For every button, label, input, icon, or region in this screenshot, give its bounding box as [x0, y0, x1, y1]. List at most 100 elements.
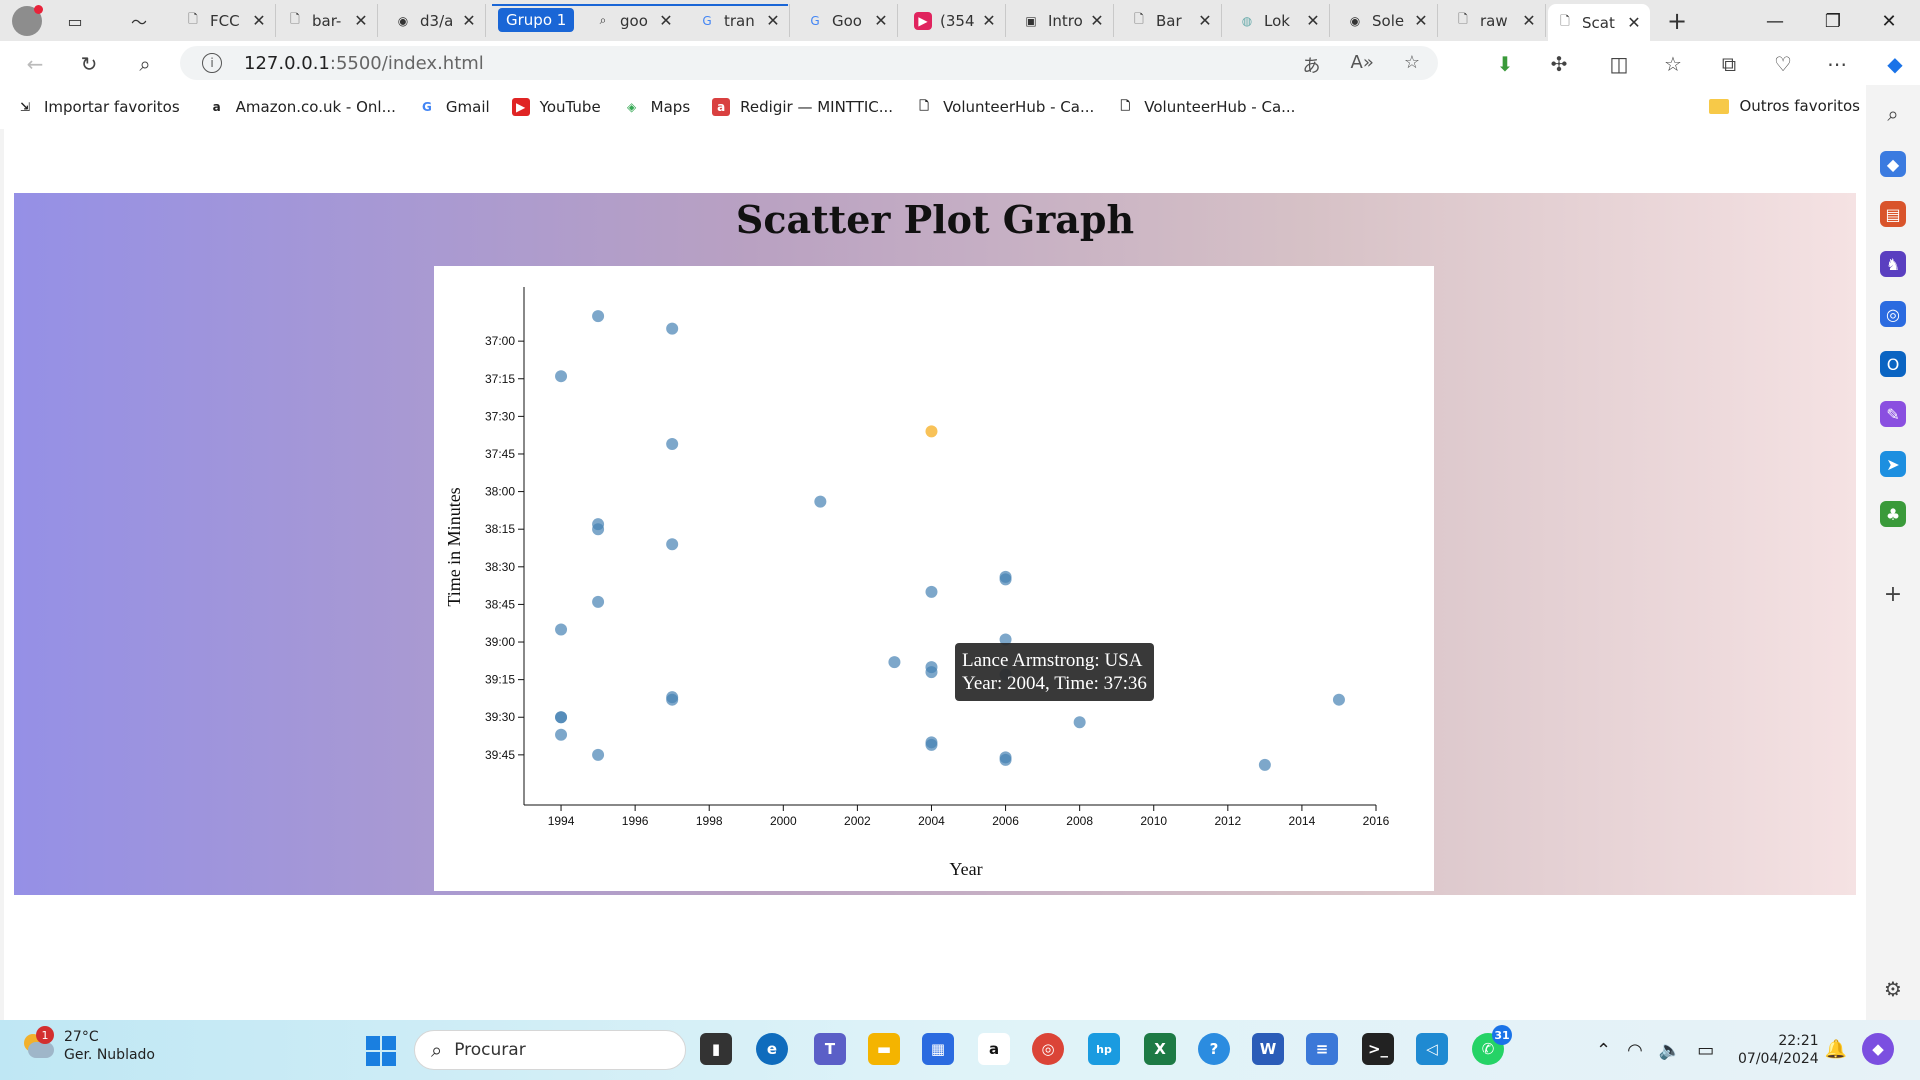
site-info-icon[interactable]: i [202, 53, 222, 73]
collections-icon[interactable]: ⧉ [1721, 52, 1737, 76]
chrome-icon[interactable]: ◎ [1032, 1033, 1064, 1065]
tab-translate[interactable]: G tran ✕ [690, 4, 790, 37]
translate-page-icon[interactable]: あ [1302, 56, 1321, 77]
tree-icon[interactable]: ♣ [1880, 501, 1906, 527]
excel-icon[interactable]: X [1144, 1033, 1176, 1065]
tab-bar-2[interactable]: 🗋 Bar ✕ [1122, 4, 1222, 37]
dot[interactable] [925, 736, 938, 749]
file-explorer-icon[interactable]: ▬ [868, 1033, 900, 1065]
terminal-icon[interactable]: >_ [1362, 1033, 1394, 1065]
bookmark-redigir[interactable]: a Redigir — MINTTIC... [712, 98, 893, 116]
extensions-icon[interactable]: ✣ [1550, 52, 1568, 76]
vscode-icon[interactable]: ◁ [1416, 1033, 1448, 1065]
new-tab-icon[interactable]: + [1666, 7, 1688, 35]
tools-icon[interactable]: ▤ [1880, 201, 1906, 227]
tab-bar[interactable]: 🗋 bar- ✕ [278, 4, 378, 37]
dot[interactable] [666, 538, 679, 551]
other-favorites[interactable]: Outros favoritos [1709, 97, 1860, 115]
dot[interactable] [1258, 758, 1271, 771]
workspace-icon[interactable]: 〜 [130, 13, 147, 32]
dot[interactable] [592, 518, 605, 531]
bookmark-volunteerhub-1[interactable]: 🗋 VolunteerHub - Ca... [915, 98, 1094, 116]
store-icon[interactable]: ▦ [922, 1033, 954, 1065]
tab-youtube[interactable]: ▶ (354 ✕ [906, 4, 1006, 37]
dot[interactable] [1073, 716, 1086, 729]
dot[interactable] [925, 585, 938, 598]
dot[interactable] [999, 633, 1012, 646]
dot[interactable] [814, 495, 827, 508]
settings-gear-icon[interactable]: ⚙ [1884, 977, 1902, 1001]
microsoft365-icon[interactable]: ◎ [1880, 301, 1906, 327]
edge-icon[interactable]: e [756, 1033, 788, 1065]
dot[interactable] [555, 728, 568, 741]
bookmark-volunteerhub-2[interactable]: 🗋 VolunteerHub - Ca... [1116, 98, 1295, 116]
close-icon[interactable]: ✕ [1090, 11, 1104, 30]
tab-group-label[interactable]: Grupo 1 [498, 8, 575, 32]
restore-icon[interactable]: ❐ [1824, 10, 1842, 32]
dot[interactable] [592, 310, 605, 323]
tab-intro[interactable]: ▣ Intro ✕ [1014, 4, 1114, 37]
help-icon[interactable]: ? [1198, 1033, 1230, 1065]
close-icon[interactable]: ✕ [766, 11, 780, 30]
taskbar-search[interactable]: ⌕ Procurar [414, 1030, 686, 1070]
clock[interactable]: 22:21 07/04/2024 [1738, 1032, 1819, 1068]
close-icon[interactable]: ✕ [354, 11, 368, 30]
dot[interactable] [592, 748, 605, 761]
close-icon[interactable]: ✕ [1306, 11, 1320, 30]
volume-icon[interactable]: 🔈 [1658, 1039, 1682, 1061]
notification-bell-icon[interactable]: 🔔 [1824, 1038, 1848, 1060]
window-close-icon[interactable]: ✕ [1881, 10, 1897, 32]
myhp-icon[interactable]: hp [1088, 1033, 1120, 1065]
read-aloud-icon[interactable]: A» [1350, 52, 1374, 73]
more-options-icon[interactable]: ⋯ [1827, 52, 1847, 76]
search-icon[interactable]: ⌕ [139, 52, 151, 76]
tab-google[interactable]: G Goo ✕ [798, 4, 898, 37]
bookmark-import[interactable]: ⇲ Importar favoritos [16, 98, 180, 116]
highlighted-dot[interactable] [925, 425, 938, 438]
dot[interactable] [555, 623, 568, 636]
games-icon[interactable]: ♞ [1880, 251, 1906, 277]
minimize-icon[interactable]: — [1766, 10, 1784, 32]
tab-fcc[interactable]: 🗋 FCC ✕ [176, 4, 276, 37]
whatsapp-icon[interactable]: ✆ 31 [1472, 1025, 1512, 1065]
close-icon[interactable]: ✕ [874, 11, 888, 30]
dot[interactable] [555, 370, 568, 383]
teams-icon[interactable]: T [814, 1033, 846, 1065]
dot[interactable] [555, 711, 568, 724]
tab-actions-icon[interactable]: ▭ [67, 11, 83, 31]
download-extension-icon[interactable]: ⬇ [1496, 52, 1514, 76]
outlook-icon[interactable]: O [1880, 351, 1906, 377]
battery-icon[interactable]: ▭ [1697, 1039, 1715, 1061]
dot[interactable] [925, 661, 938, 674]
dot[interactable] [888, 656, 901, 669]
word-icon[interactable]: W [1252, 1033, 1284, 1065]
send-icon[interactable]: ➤ [1880, 451, 1906, 477]
bookmark-youtube[interactable]: ▶ YouTube [511, 98, 601, 116]
address-bar[interactable]: i 127.0.0.1:5500/index.html あ A» ☆ [180, 46, 1438, 80]
windows-start-icon[interactable] [366, 1036, 396, 1066]
tab-d3[interactable]: ◉ d3/a ✕ [386, 4, 486, 37]
bookmark-amazon[interactable]: a Amazon.co.uk - Onl... [208, 98, 396, 116]
back-icon[interactable]: ← [26, 52, 44, 76]
close-icon[interactable]: ✕ [1627, 13, 1641, 32]
dot[interactable] [666, 691, 679, 704]
favorite-star-icon[interactable]: ☆ [1403, 52, 1420, 73]
dot[interactable] [592, 595, 605, 608]
dot[interactable] [1332, 693, 1345, 706]
notepad-icon[interactable]: ≡ [1306, 1033, 1338, 1065]
copilot-icon[interactable]: ◆ [1887, 52, 1903, 76]
designer-icon[interactable]: ✎ [1880, 401, 1906, 427]
profile-avatar[interactable] [12, 5, 43, 36]
copilot-icon[interactable]: ◆ [1862, 1033, 1894, 1065]
tab-search[interactable]: ⌕ goo ✕ [586, 4, 682, 37]
close-icon[interactable]: ✕ [1522, 11, 1536, 30]
tab-raw[interactable]: 🗋 raw ✕ [1446, 4, 1546, 37]
close-icon[interactable]: ✕ [462, 11, 476, 30]
wifi-icon[interactable]: ◠ [1627, 1039, 1643, 1061]
dot[interactable] [666, 322, 679, 335]
search-icon[interactable]: ⌕ [1887, 102, 1899, 126]
amazon-icon[interactable]: a [978, 1033, 1010, 1065]
add-icon[interactable]: + [1883, 581, 1903, 607]
favorites-icon[interactable]: ☆ [1664, 52, 1682, 76]
tab-lok[interactable]: ◍ Lok ✕ [1230, 4, 1330, 37]
